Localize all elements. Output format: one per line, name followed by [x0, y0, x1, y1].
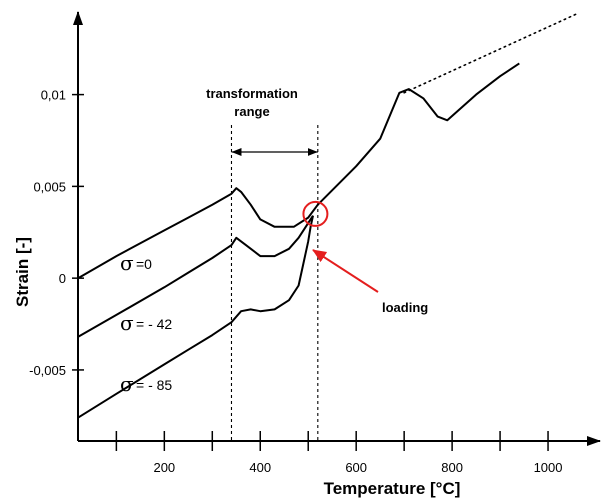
- curve-sigma-0: [77, 62, 520, 280]
- y-tick-label: 0,01: [41, 88, 66, 103]
- loading-label: loading: [382, 300, 428, 315]
- transformation-range-label-line1: transformation: [206, 86, 298, 101]
- y-tick-label: 0,005: [33, 179, 66, 194]
- y-tick-label: 0: [59, 271, 66, 286]
- x-tick-label: 1000: [534, 460, 563, 475]
- series-label-sigma-0: σ =0: [120, 251, 152, 275]
- sigma-symbol: σ: [120, 251, 134, 275]
- dotted-extrapolation-line: [403, 13, 578, 94]
- sigma-symbol: σ: [120, 311, 134, 335]
- sigma-0-value: =0: [136, 256, 152, 272]
- series-label-sigma-42: σ = - 42: [120, 311, 172, 335]
- transformation-range-label-line2: range: [234, 104, 269, 119]
- y-axis-ticks: -0,005 0 0,005 0,01: [29, 88, 84, 378]
- loading-arrow: [312, 249, 379, 293]
- curve-sigma-42: [77, 215, 314, 338]
- sigma-85-value: = - 85: [136, 377, 172, 393]
- curve-sigma-85: [77, 215, 314, 419]
- x-axis-title: Temperature [°C]: [324, 479, 461, 498]
- series-layer: [77, 62, 520, 419]
- x-tick-label: 400: [249, 460, 271, 475]
- x-tick-label: 600: [345, 460, 367, 475]
- y-axis-title: Strain [-]: [13, 237, 32, 307]
- x-tick-label: 800: [441, 460, 463, 475]
- x-axis-ticks: 200 400 600 800 1000: [115, 431, 563, 475]
- series-label-sigma-85: σ = - 85: [120, 372, 172, 396]
- sigma-symbol: σ: [120, 372, 134, 396]
- y-tick-label: -0,005: [29, 363, 66, 378]
- x-tick-label: 200: [153, 460, 175, 475]
- loading-point-circle: [302, 200, 329, 227]
- sigma-42-value: = - 42: [136, 316, 172, 332]
